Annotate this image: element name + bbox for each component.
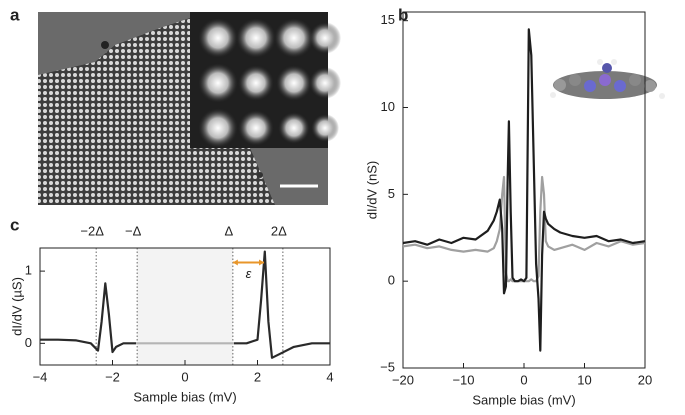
- molecule: [550, 59, 665, 99]
- x-tick-label: 20: [638, 372, 652, 387]
- y-tick-label: 15: [381, 12, 395, 27]
- y-tick-label: 0: [388, 273, 395, 288]
- epsilon-label: ε: [246, 266, 252, 281]
- gap-label: −Δ: [125, 223, 142, 238]
- y-axis-label: dI/dV (nS): [364, 161, 379, 220]
- x-tick-label: −10: [452, 372, 474, 387]
- gap-label: Δ: [225, 223, 234, 238]
- y-tick-label: 10: [381, 99, 395, 114]
- panel-label: c: [10, 215, 19, 234]
- x-tick-label: −20: [392, 372, 414, 387]
- gap-label: 2Δ: [271, 223, 287, 238]
- data-line: [402, 28, 646, 352]
- y-tick-label: 1: [25, 263, 32, 278]
- y-tick-label: 0: [25, 335, 32, 350]
- stm-image: [38, 12, 341, 205]
- x-tick-label: −4: [33, 369, 48, 384]
- x-tick-label: 10: [577, 372, 591, 387]
- x-tick-label: 0: [181, 369, 188, 384]
- x-tick-label: 0: [520, 372, 527, 387]
- x-tick-label: 4: [326, 369, 333, 384]
- shaded-region: [137, 248, 233, 365]
- panel-label: a: [10, 5, 20, 24]
- x-tick-label: 2: [254, 369, 261, 384]
- gap-label: −2Δ: [80, 223, 104, 238]
- y-tick-label: 5: [388, 186, 395, 201]
- x-axis-label: Sample bias (mV): [133, 389, 236, 404]
- y-tick-label: −5: [380, 359, 395, 374]
- y-axis-label: dI/dV (µS): [9, 277, 24, 336]
- data-line: [402, 175, 646, 283]
- x-axis-label: Sample bias (mV): [472, 392, 575, 407]
- x-tick-label: −2: [105, 369, 120, 384]
- data-line: [40, 250, 330, 359]
